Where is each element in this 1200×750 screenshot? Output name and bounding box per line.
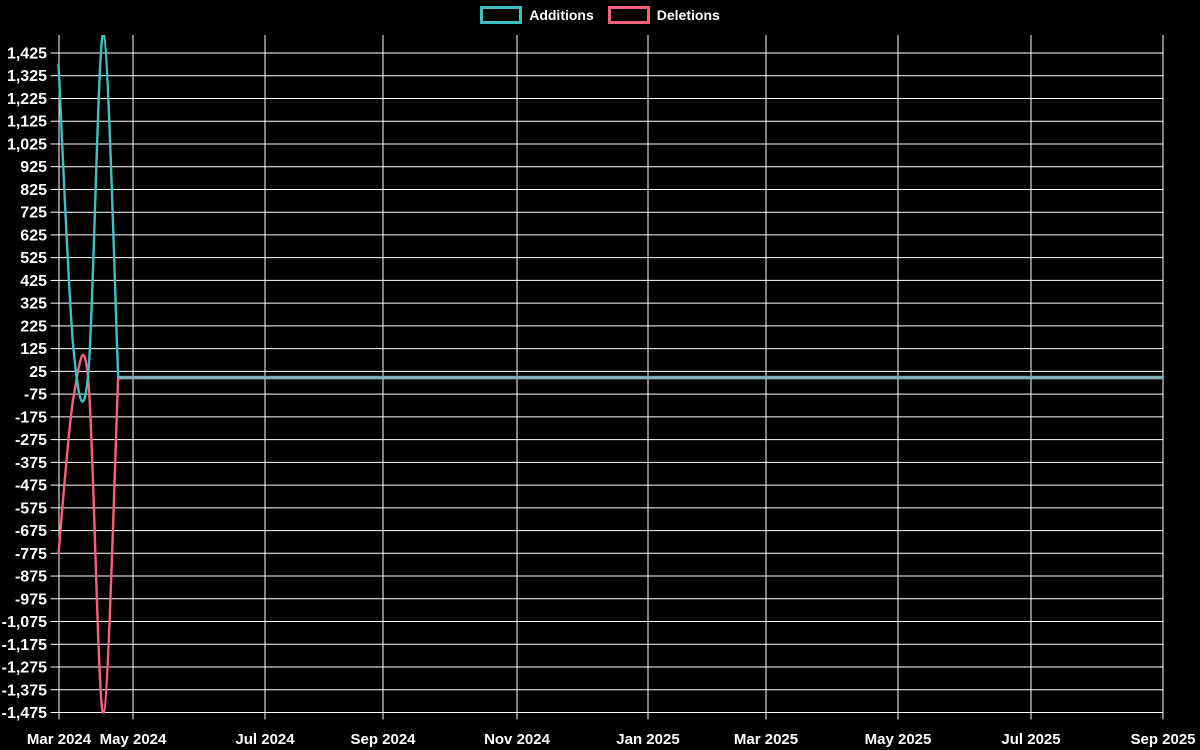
y-tick-label: 1,025	[7, 136, 47, 153]
y-tick-label: 125	[20, 341, 47, 358]
x-tick-label: Nov 2024	[484, 731, 551, 748]
legend-item-additions[interactable]: Additions	[480, 6, 594, 24]
x-tick-label: Jul 2025	[1001, 731, 1060, 748]
y-tick-label: 625	[20, 227, 47, 244]
deletions-swatch-icon	[607, 6, 650, 24]
legend-item-deletions[interactable]: Deletions	[607, 6, 720, 24]
x-tick-label: Sep 2025	[1130, 731, 1195, 748]
y-tick-label: -975	[15, 591, 47, 608]
y-tick-label: 725	[20, 205, 47, 222]
y-tick-label: -675	[15, 523, 47, 540]
y-tick-label: 825	[20, 182, 47, 199]
additions-line	[57, 35, 1165, 403]
x-tick-label: Jan 2025	[616, 731, 679, 748]
x-tick-label: May 2024	[100, 731, 167, 748]
y-tick-label: 325	[20, 296, 47, 313]
y-tick-label: -1,375	[2, 682, 47, 699]
y-tick-label: -875	[15, 569, 47, 586]
x-tick-label: Jul 2024	[235, 731, 295, 748]
y-tick-label: 425	[20, 273, 47, 290]
y-tick-label: 1,125	[7, 114, 47, 131]
y-tick-label: -1,475	[2, 705, 47, 722]
deletions-legend-label: Deletions	[656, 7, 720, 23]
x-tick-label: May 2025	[865, 731, 932, 748]
additions-swatch-icon	[480, 6, 523, 24]
y-tick-label: 1,425	[7, 46, 47, 63]
y-tick-label: -375	[15, 455, 47, 472]
y-tick-label: 225	[20, 318, 47, 335]
y-tick-label: -1,275	[2, 660, 47, 677]
x-tick-label: Sep 2024	[350, 731, 416, 748]
deletions-line	[57, 353, 1165, 714]
y-tick-label: 1,325	[7, 68, 47, 85]
y-tick-label: 25	[29, 364, 47, 381]
y-tick-label: 925	[20, 159, 47, 176]
y-tick-label: -575	[15, 500, 47, 517]
x-tick-label: Mar 2025	[734, 731, 798, 748]
y-tick-label: -75	[24, 387, 47, 404]
additions-legend-label: Additions	[529, 7, 594, 23]
x-tick-label: Mar 2024	[27, 731, 92, 748]
y-tick-label: -1,175	[2, 637, 47, 654]
y-tick-label: -1,075	[2, 614, 47, 631]
y-tick-label: -175	[15, 409, 47, 426]
chart-legend: Additions Deletions	[0, 6, 1200, 24]
y-tick-label: 1,225	[7, 91, 47, 108]
y-tick-label: 525	[20, 250, 47, 267]
y-tick-label: -475	[15, 478, 47, 495]
y-tick-label: -275	[15, 432, 47, 449]
y-tick-label: -775	[15, 546, 47, 563]
